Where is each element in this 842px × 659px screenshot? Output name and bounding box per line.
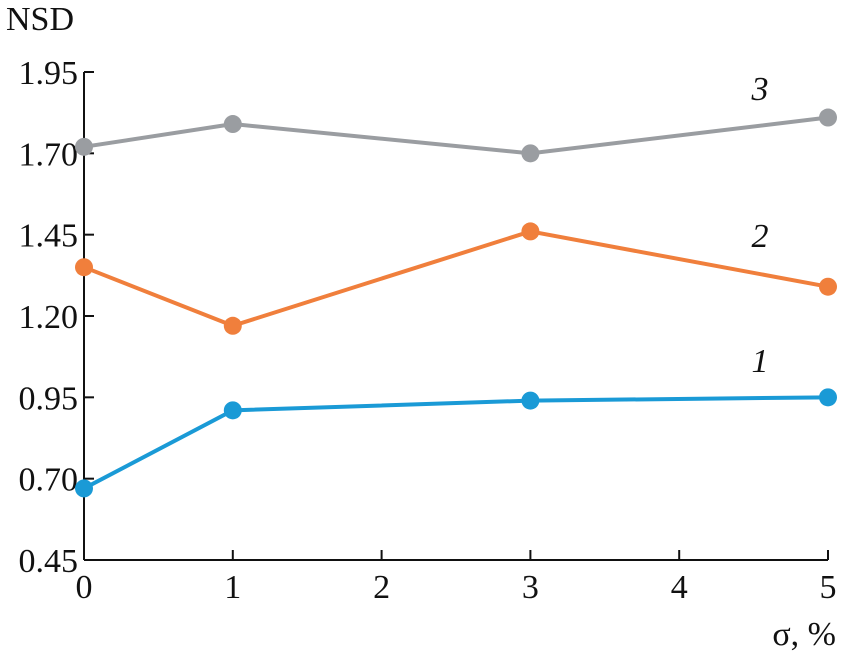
- point: [223, 316, 242, 335]
- x-tick-label: 2: [373, 569, 390, 606]
- x-tick-label: 3: [522, 569, 539, 606]
- series-label: 1: [752, 343, 769, 380]
- y-axis-label: NSD: [6, 1, 74, 38]
- y-tick-label: 1.70: [19, 136, 79, 173]
- x-tick-label: 4: [671, 569, 688, 606]
- point: [521, 222, 540, 241]
- y-tick-label: 0.45: [19, 543, 79, 580]
- series-label: 2: [752, 218, 769, 255]
- point: [223, 401, 242, 420]
- series-label: 3: [751, 71, 769, 108]
- point: [819, 108, 837, 127]
- x-tick-label: 5: [820, 569, 837, 606]
- point: [819, 277, 837, 296]
- x-axis-label: σ, %: [772, 616, 836, 653]
- x-tick-label: 1: [224, 569, 241, 606]
- point: [75, 137, 93, 156]
- x-tick-label: 0: [76, 569, 93, 606]
- point: [819, 388, 837, 407]
- series-line: [83, 229, 829, 328]
- y-tick-label: 1.20: [19, 299, 79, 336]
- y-tick-label: 1.95: [19, 55, 79, 92]
- point: [223, 115, 242, 134]
- y-tick-label: 0.70: [19, 462, 79, 499]
- point: [75, 479, 93, 498]
- point: [521, 144, 540, 163]
- point: [521, 391, 540, 410]
- y-tick-label: 1.45: [19, 218, 79, 255]
- series-line: [83, 115, 829, 156]
- point: [75, 258, 93, 277]
- series-line: [83, 395, 829, 491]
- y-tick-label: 0.95: [19, 380, 79, 417]
